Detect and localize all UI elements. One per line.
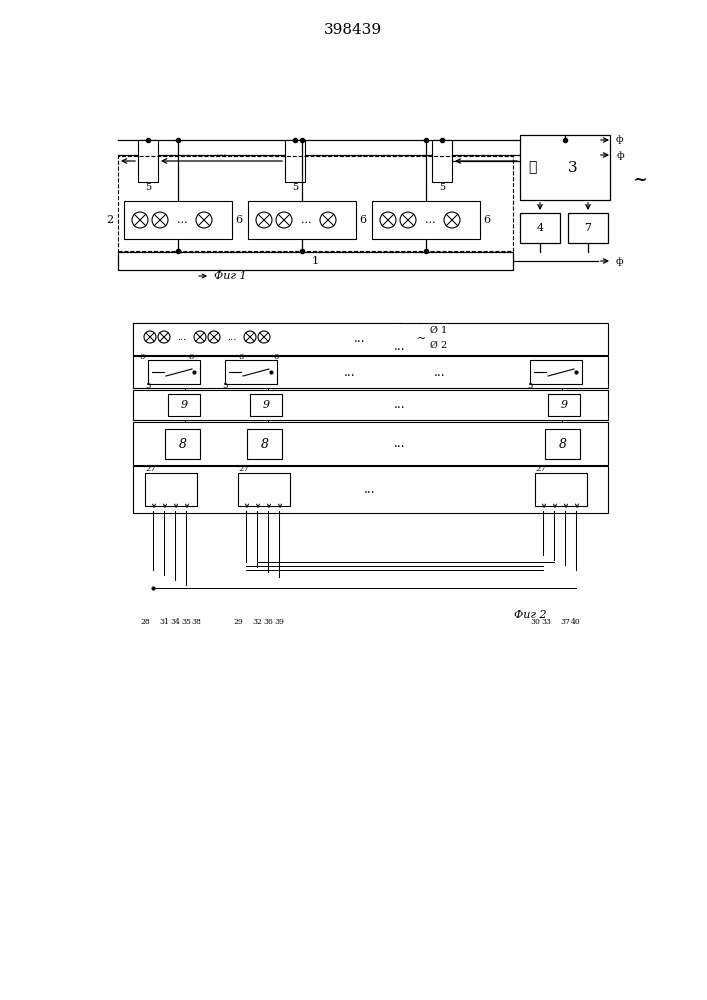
Text: 8: 8: [559, 438, 566, 450]
Text: 7: 7: [585, 223, 592, 233]
Text: ф: ф: [617, 150, 624, 159]
Bar: [148, 360, 200, 384]
Bar: [168, 394, 200, 416]
Bar: [432, 140, 452, 182]
Text: ...: ...: [300, 215, 311, 225]
Bar: [530, 360, 582, 384]
Text: ...: ...: [354, 332, 366, 346]
Text: ф: ф: [615, 135, 623, 144]
Text: 6: 6: [188, 353, 194, 361]
Text: 28: 28: [140, 618, 150, 626]
Text: 5: 5: [145, 182, 151, 192]
Bar: [133, 323, 398, 355]
Text: 27: 27: [535, 465, 546, 473]
Bar: [535, 473, 587, 506]
Text: 5: 5: [146, 382, 151, 390]
Text: 29: 29: [233, 618, 243, 626]
Bar: [133, 356, 608, 388]
Text: ...: ...: [395, 340, 406, 354]
Bar: [520, 213, 560, 243]
Bar: [372, 201, 480, 239]
Text: 38: 38: [191, 618, 201, 626]
Text: 3: 3: [568, 160, 578, 174]
Bar: [285, 140, 305, 182]
Bar: [238, 473, 290, 506]
Text: 8: 8: [260, 438, 269, 450]
Bar: [145, 473, 197, 506]
Bar: [545, 429, 580, 459]
Bar: [165, 429, 200, 459]
Text: 36: 36: [263, 618, 273, 626]
Text: 9: 9: [262, 400, 269, 410]
Text: 6: 6: [139, 353, 145, 361]
Text: ф: ф: [615, 256, 623, 265]
Text: Ø 2: Ø 2: [430, 340, 448, 350]
Text: 37: 37: [560, 618, 570, 626]
Bar: [118, 156, 513, 251]
Text: ...: ...: [434, 365, 446, 378]
Text: ...: ...: [364, 483, 376, 496]
Text: ...: ...: [395, 437, 406, 450]
Bar: [225, 360, 277, 384]
Text: 27: 27: [145, 465, 156, 473]
Text: 39: 39: [274, 618, 284, 626]
Text: Фиг 1: Фиг 1: [214, 271, 246, 281]
Bar: [133, 323, 608, 355]
Text: 6: 6: [274, 353, 279, 361]
Text: 4: 4: [537, 223, 544, 233]
Text: 6: 6: [484, 215, 491, 225]
Text: ...: ...: [216, 148, 226, 158]
Text: 9: 9: [561, 400, 568, 410]
Bar: [138, 140, 158, 182]
Text: 398439: 398439: [324, 23, 382, 37]
Bar: [520, 135, 610, 200]
Text: 5: 5: [222, 382, 228, 390]
Text: 27: 27: [238, 465, 249, 473]
Text: 6: 6: [359, 215, 366, 225]
Text: ...: ...: [228, 332, 237, 342]
Text: 5: 5: [439, 182, 445, 192]
Text: 40: 40: [571, 618, 581, 626]
Text: 31: 31: [159, 618, 169, 626]
Text: ...: ...: [177, 215, 187, 225]
Bar: [248, 201, 356, 239]
Text: 34: 34: [170, 618, 180, 626]
Text: 35: 35: [181, 618, 191, 626]
Text: 32: 32: [252, 618, 262, 626]
Bar: [118, 252, 513, 270]
Text: 6: 6: [235, 215, 243, 225]
Text: ~: ~: [633, 171, 648, 189]
Bar: [133, 466, 608, 513]
Text: 33: 33: [541, 618, 551, 626]
Text: 9: 9: [180, 400, 187, 410]
Bar: [136, 326, 395, 352]
Bar: [548, 394, 580, 416]
Text: ~: ~: [417, 334, 426, 344]
Text: 8: 8: [178, 438, 187, 450]
Text: ...: ...: [344, 365, 356, 378]
Text: ...: ...: [425, 215, 436, 225]
Text: 5: 5: [527, 382, 532, 390]
Text: 30: 30: [530, 618, 540, 626]
Text: Ø 1: Ø 1: [430, 326, 448, 334]
Text: 1: 1: [312, 256, 319, 266]
Bar: [133, 422, 608, 465]
Text: ⋮: ⋮: [528, 160, 536, 174]
Bar: [133, 390, 608, 420]
Text: ...: ...: [177, 332, 187, 342]
Text: ...: ...: [395, 398, 406, 412]
Bar: [250, 394, 282, 416]
Text: 6: 6: [238, 353, 244, 361]
Text: 2: 2: [107, 215, 114, 225]
Bar: [247, 429, 282, 459]
Bar: [568, 213, 608, 243]
Text: 5: 5: [292, 182, 298, 192]
Text: Фиг 2: Фиг 2: [514, 610, 547, 620]
Bar: [124, 201, 232, 239]
